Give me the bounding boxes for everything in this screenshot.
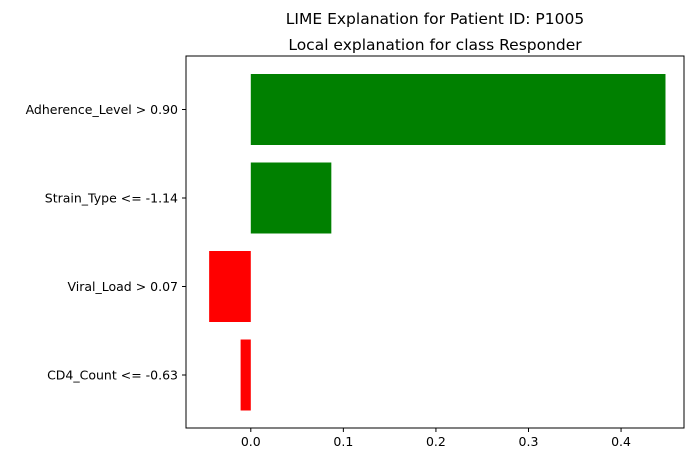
y-tick-label-2: Viral_Load > 0.07 [67, 279, 178, 294]
y-tick-label-1: Strain_Type <= -1.14 [45, 191, 178, 206]
y-axis-ticks: Adherence_Level > 0.90 Strain_Type <= -1.… [26, 102, 186, 383]
y-tick-label-3: CD4_Count <= -0.63 [47, 368, 178, 383]
plot-frame [185, 55, 685, 429]
bar-0 [250, 74, 666, 145]
x-tick-label-4: 0.4 [611, 434, 631, 449]
x-tick-label-2: 0.2 [426, 434, 446, 449]
bar-1 [250, 162, 332, 234]
chart-suptitle: LIME Explanation for Patient ID: P1005 [286, 10, 584, 28]
x-tick-label-0: 0.0 [241, 434, 261, 449]
x-tick-label-1: 0.1 [333, 434, 353, 449]
y-tick-label-0: Adherence_Level > 0.90 [26, 102, 178, 117]
bar-2 [209, 251, 251, 322]
x-tick-label-3: 0.3 [519, 434, 539, 449]
chart-title: Local explanation for class Responder [288, 36, 582, 54]
bar-3 [240, 339, 251, 411]
bars-group [209, 74, 666, 411]
x-axis-ticks: 0.0 0.1 0.2 0.3 0.4 [241, 428, 631, 449]
